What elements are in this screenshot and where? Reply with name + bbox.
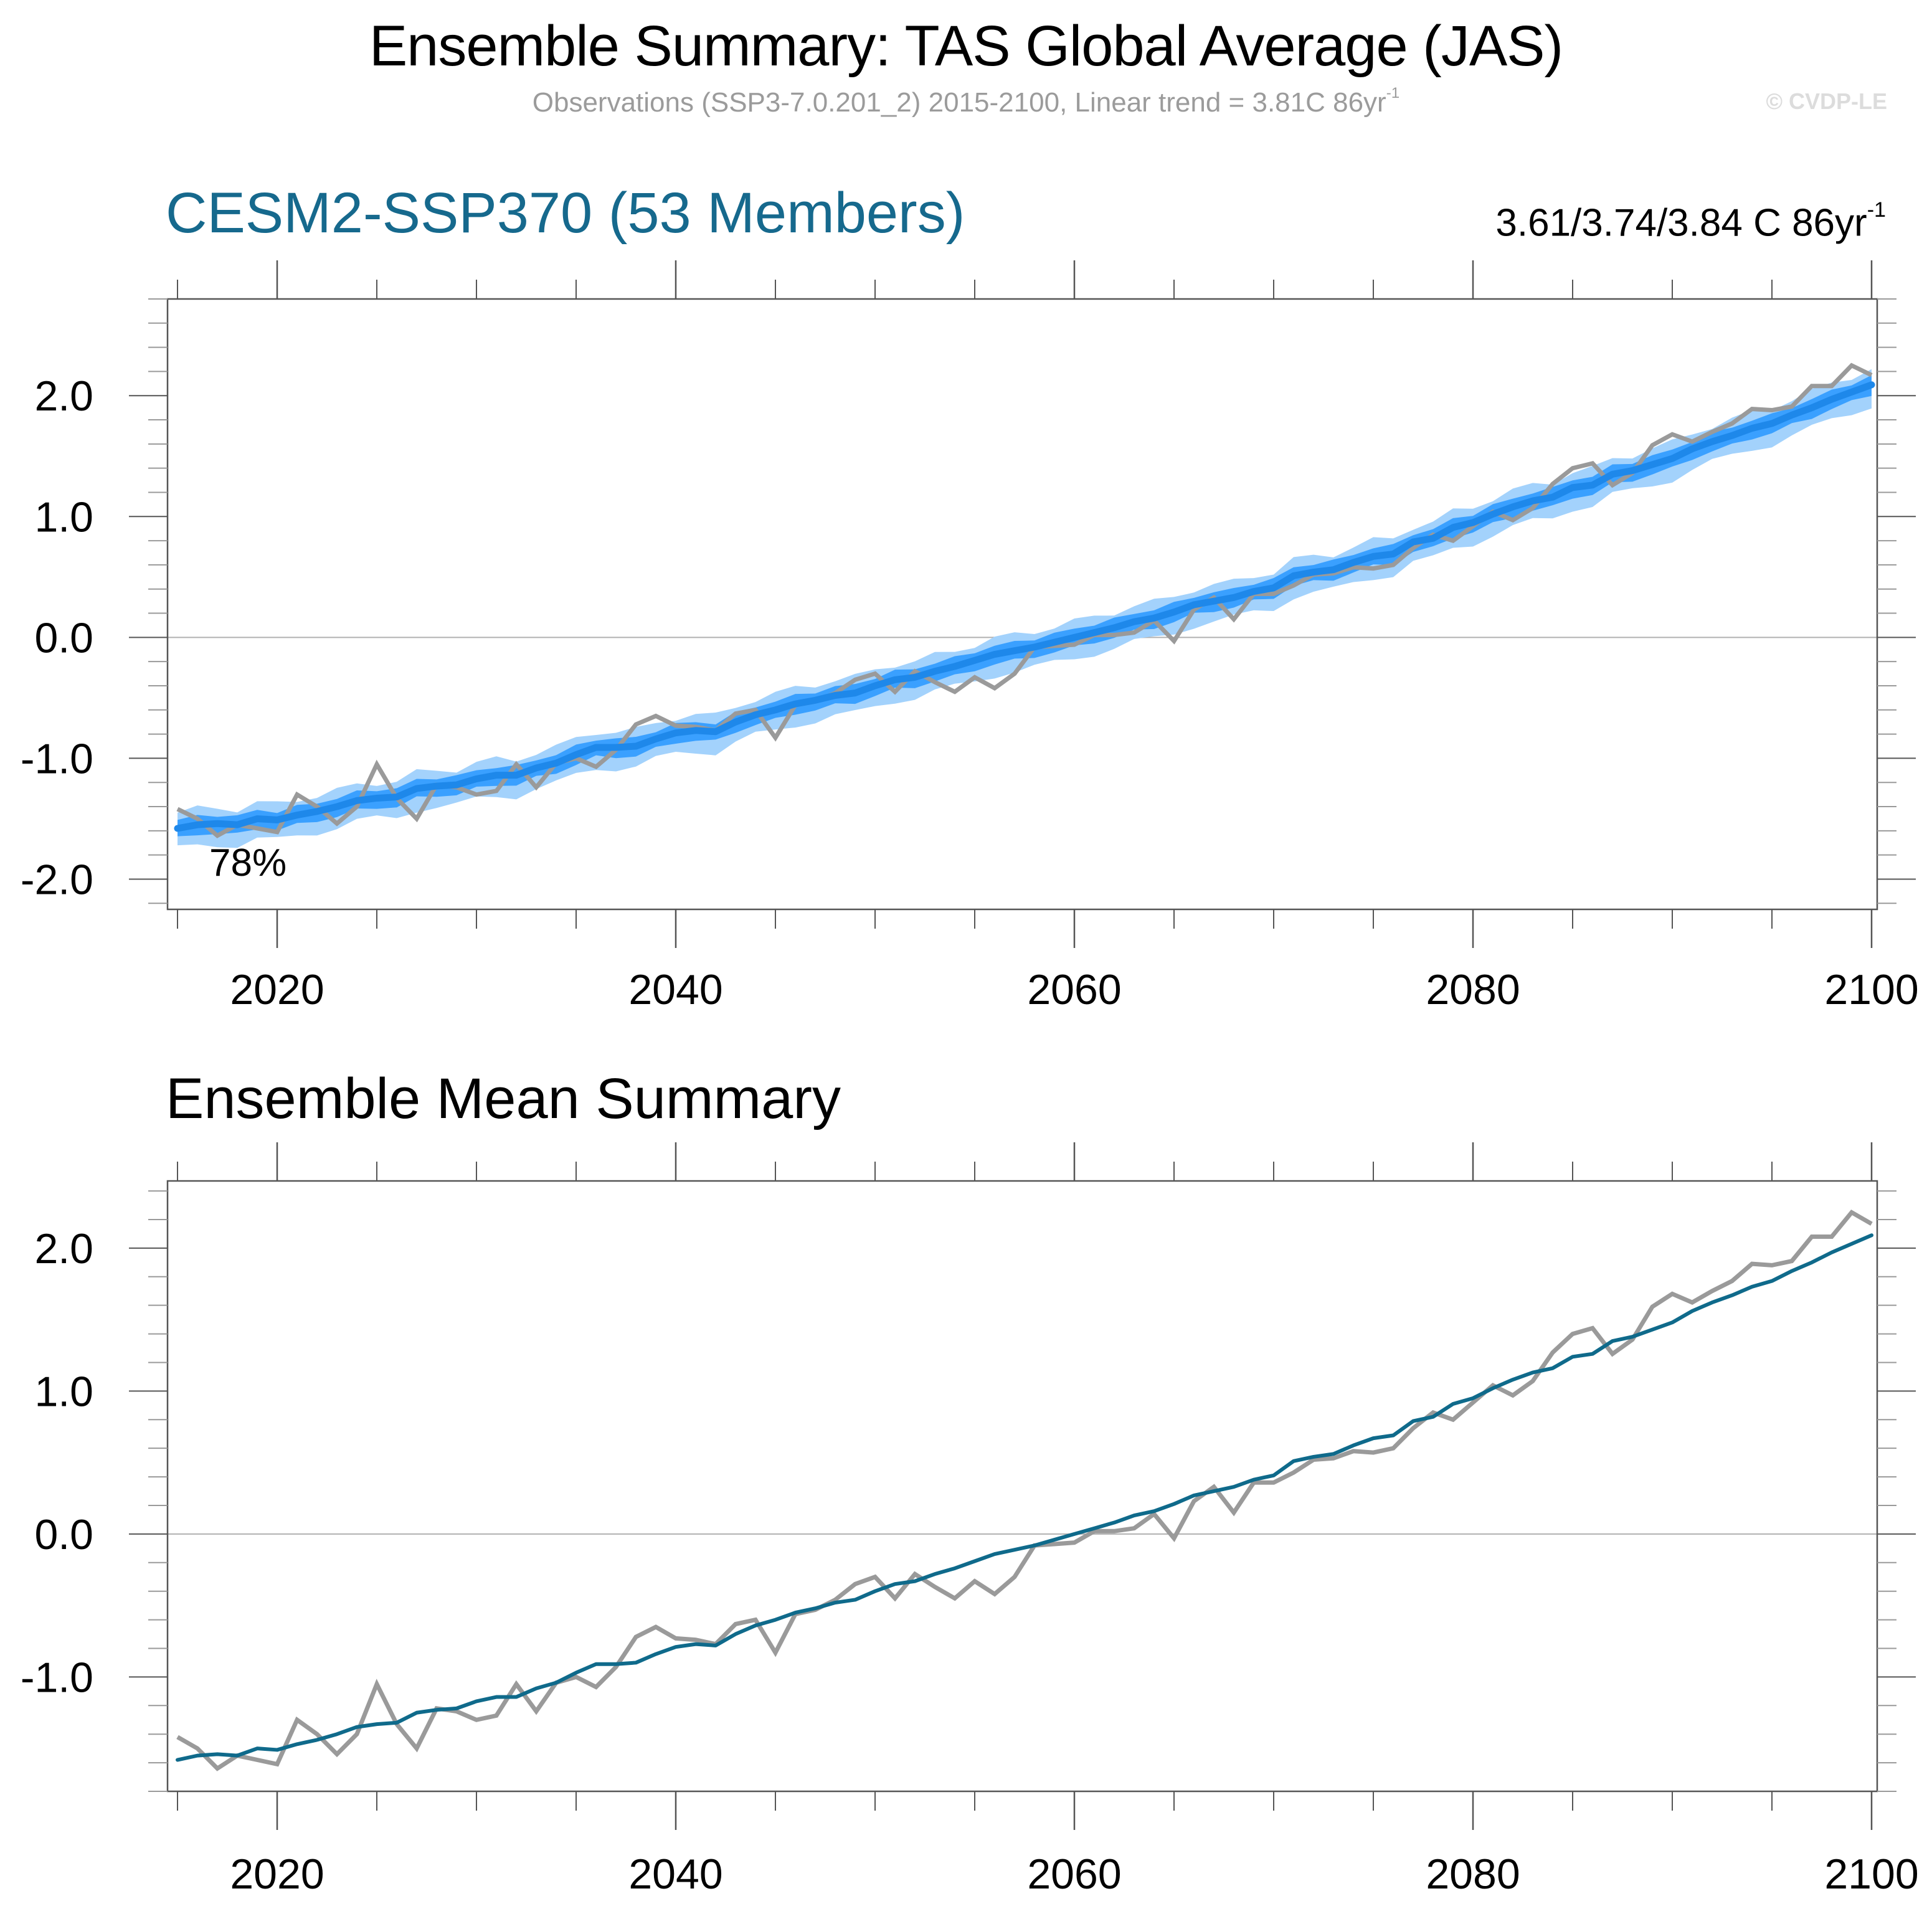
y-tick-label: 2.0	[34, 372, 93, 420]
subtitle-superscript: -1	[1386, 85, 1400, 102]
y-tick-label: 1.0	[34, 493, 93, 541]
ensemble-mean-line	[176, 1233, 1873, 1762]
copyright-label: © CVDP-LE	[1766, 88, 1887, 114]
subtitle: Observations (SSP3-7.0.201_2) 2015-2100,…	[0, 85, 1932, 118]
y-tick-label: 2.0	[34, 1225, 93, 1272]
trend-text: 3.61/3.74/3.84 C 86yr	[1495, 201, 1867, 245]
panel1-plot: 2020 2040 2060 2080 2100 -2.0 -1.0 0.0 1.0 2.0 78%	[21, 260, 1919, 1013]
x-tick-label: 2040	[628, 966, 722, 1013]
ensemble-outer-band	[178, 369, 1872, 848]
y-tick-label: -2.0	[21, 856, 93, 903]
y-tick-label: 0.0	[34, 614, 93, 661]
y-tick-label: -1.0	[21, 1654, 93, 1701]
ensemble-mean-line	[174, 381, 1875, 832]
x-tick-label: 2100	[1824, 966, 1918, 1013]
trend-label: 3.61/3.74/3.84 C 86yr-1	[1495, 198, 1886, 245]
percent-annotation: 78%	[209, 841, 286, 884]
x-tick-label: 2080	[1426, 966, 1520, 1013]
subtitle-text: Observations (SSP3-7.0.201_2) 2015-2100,…	[532, 87, 1386, 118]
panel2-plot: 2020 2040 2060 2080 2100 -1.0 0.0 1.0 2.0	[21, 1142, 1919, 1898]
trend-superscript: -1	[1867, 198, 1886, 222]
y-tick-label: 0.0	[34, 1511, 93, 1558]
ensemble-inner-band	[178, 375, 1872, 836]
x-tick-label: 2020	[230, 966, 324, 1013]
observations-line	[176, 363, 1873, 838]
x-tick-label: 2060	[1027, 966, 1121, 1013]
x-tick-label: 2040	[628, 1851, 722, 1898]
main-title: Ensemble Summary: TAS Global Average (JA…	[369, 14, 1563, 78]
panel2-title: Ensemble Mean Summary	[166, 1067, 841, 1130]
plot-frame	[166, 1180, 1878, 1793]
x-tick-label: 2060	[1027, 1851, 1121, 1898]
y-tick-label: -1.0	[21, 735, 93, 782]
observations-line	[176, 1209, 1873, 1771]
y-tick-label: 1.0	[34, 1368, 93, 1415]
x-tick-label: 2100	[1824, 1851, 1918, 1898]
x-tick-label: 2080	[1426, 1851, 1520, 1898]
panel1-title: CESM2-SSP370 (53 Members)	[166, 181, 965, 245]
plot-frame	[166, 298, 1878, 911]
x-tick-label: 2020	[230, 1851, 324, 1898]
